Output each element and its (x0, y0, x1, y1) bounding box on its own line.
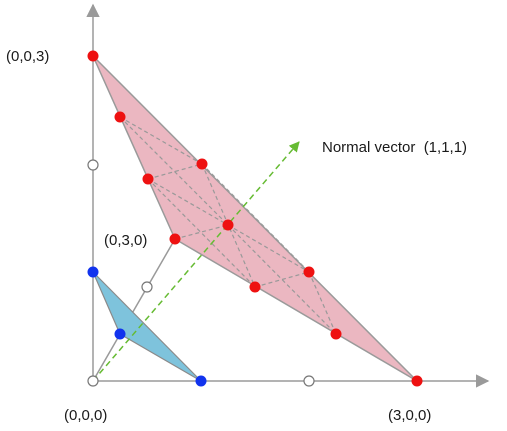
red-point (196, 158, 208, 170)
dashed-edge (119, 116, 203, 165)
red-point (411, 375, 423, 387)
dashed-edge (308, 271, 337, 335)
open-points (87, 159, 315, 387)
normal-vector-label: Normal vector (1,1,1) (322, 139, 467, 156)
interior-dashed-edges (119, 116, 337, 335)
dashed-edge (174, 224, 229, 240)
blue-point (87, 266, 99, 278)
origin-label: (0,0,0) (64, 407, 107, 424)
dashed-edge (147, 178, 229, 226)
open-point (87, 159, 99, 171)
dashed-edge (147, 178, 256, 288)
red-point (222, 219, 234, 231)
small-triangle (92, 271, 202, 382)
open-point (141, 281, 153, 293)
dashed-edge (119, 116, 229, 226)
dashed-edge (227, 224, 310, 273)
blue-points (87, 266, 207, 387)
dashed-edge (147, 163, 203, 180)
large-triangle (92, 55, 418, 382)
z-vertex-label: (0,0,3) (6, 48, 49, 65)
open-point (87, 375, 99, 387)
blue-point (114, 328, 126, 340)
red-point (249, 281, 261, 293)
red-point (142, 173, 154, 185)
red-points (87, 50, 423, 387)
dashed-edge (254, 271, 310, 288)
dashed-edge (227, 224, 337, 335)
red-point (330, 328, 342, 340)
open-point (303, 375, 315, 387)
x-vertex-label: (3,0,0) (388, 407, 431, 424)
normal-vector-arrow (92, 141, 300, 382)
blue-point (195, 375, 207, 387)
red-point (87, 50, 99, 62)
y-axis (92, 238, 176, 382)
red-point (303, 266, 315, 278)
y-vertex-label: (0,3,0) (104, 232, 147, 249)
red-point (114, 111, 126, 123)
dashed-edge (201, 163, 310, 273)
red-point (169, 233, 181, 245)
